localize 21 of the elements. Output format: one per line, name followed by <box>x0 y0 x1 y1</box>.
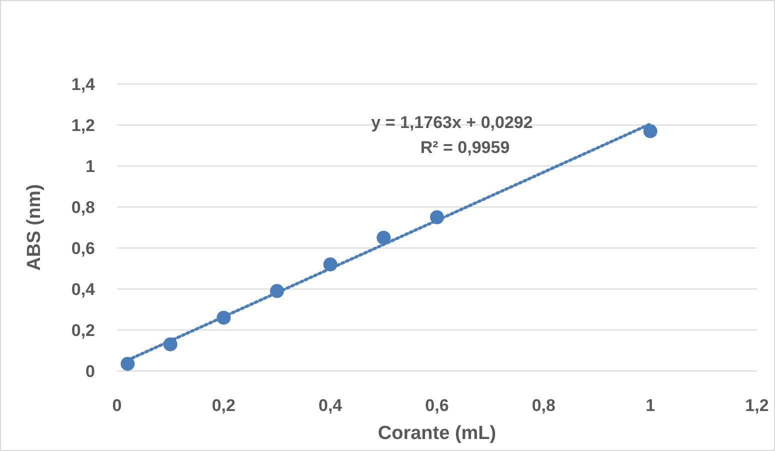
annotation: R² = 0,9959 <box>420 138 510 157</box>
point <box>643 124 658 138</box>
y-tick-label: 0,2 <box>71 321 95 340</box>
y-tick-label: 1,4 <box>71 75 96 94</box>
x-tick-label: 0,6 <box>425 396 449 415</box>
point <box>376 230 391 245</box>
y-axis-title: ABS (nm) <box>24 184 45 271</box>
y-tick-label: 0,8 <box>71 198 95 217</box>
x-tick-label: 0 <box>112 396 122 415</box>
annotation: y = 1,1763x + 0,0292 <box>371 113 533 132</box>
y-tick-label: 1,2 <box>71 116 95 135</box>
x-tick-label: 0,8 <box>532 396 556 415</box>
x-tick-label: 1,2 <box>745 396 769 415</box>
x-axis-title: Corante (mL) <box>378 423 496 444</box>
y-tick-label: 0 <box>86 362 95 381</box>
x-tick-label: 1 <box>646 396 656 415</box>
x-tick-label: 0,2 <box>212 396 236 415</box>
x-tick-label: 0,4 <box>318 396 343 415</box>
y-tick-label: 0,4 <box>71 280 96 299</box>
y-tick-label: 1 <box>86 157 95 176</box>
y-tick-label: 0,6 <box>71 239 95 258</box>
